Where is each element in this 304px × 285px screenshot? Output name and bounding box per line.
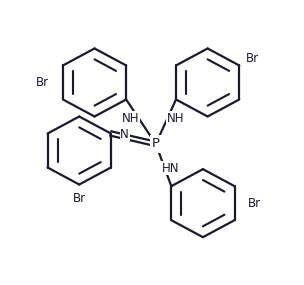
Text: N: N: [120, 128, 129, 141]
Text: Br: Br: [73, 192, 86, 205]
Text: P: P: [152, 137, 160, 150]
Text: Br: Br: [246, 52, 259, 65]
Text: NH: NH: [167, 112, 185, 125]
Text: HN: HN: [162, 162, 180, 175]
Text: Br: Br: [248, 197, 261, 210]
Text: Br: Br: [36, 76, 49, 89]
Text: NH: NH: [122, 112, 140, 125]
